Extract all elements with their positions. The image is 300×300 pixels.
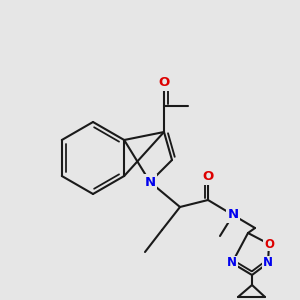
Text: O: O: [264, 238, 274, 250]
Text: O: O: [158, 76, 169, 89]
Text: N: N: [144, 176, 156, 188]
Text: O: O: [202, 170, 214, 184]
Text: N: N: [227, 256, 237, 269]
Text: N: N: [263, 256, 273, 269]
Text: N: N: [227, 208, 239, 221]
